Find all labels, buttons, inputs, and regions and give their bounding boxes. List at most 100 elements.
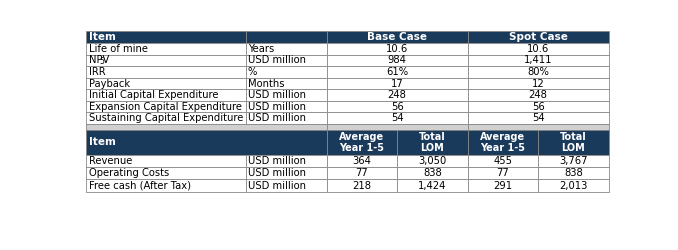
Bar: [327, 89, 468, 101]
Bar: [327, 112, 468, 124]
Text: 2,013: 2,013: [559, 180, 588, 190]
Bar: [468, 31, 609, 43]
Text: 77: 77: [355, 168, 368, 178]
Text: USD million: USD million: [248, 90, 306, 100]
Text: Free cash (After Tax): Free cash (After Tax): [89, 180, 191, 190]
Text: 56: 56: [532, 102, 544, 112]
Bar: [468, 66, 609, 78]
Bar: [468, 180, 538, 192]
Bar: [86, 167, 245, 179]
Bar: [86, 130, 327, 155]
Text: Revenue: Revenue: [89, 156, 132, 166]
Text: 77: 77: [496, 168, 509, 178]
Bar: [538, 167, 609, 179]
Text: 1,424: 1,424: [418, 180, 447, 190]
Text: 10.6: 10.6: [386, 44, 408, 54]
Text: Life of mine: Life of mine: [89, 44, 148, 54]
Bar: [245, 180, 327, 192]
Text: 54: 54: [532, 113, 544, 123]
Bar: [86, 112, 245, 124]
Text: 5: 5: [100, 57, 104, 66]
Bar: [86, 78, 245, 89]
Bar: [245, 66, 327, 78]
Bar: [468, 43, 609, 55]
Text: USD million: USD million: [248, 168, 306, 178]
Text: Total
LOM: Total LOM: [560, 132, 586, 153]
Text: 838: 838: [423, 168, 442, 178]
Bar: [327, 167, 397, 179]
Bar: [245, 89, 327, 101]
Bar: [327, 180, 397, 192]
Bar: [468, 55, 609, 66]
Bar: [245, 43, 327, 55]
Text: 248: 248: [529, 90, 548, 100]
Bar: [397, 167, 468, 179]
Bar: [397, 180, 468, 192]
Bar: [86, 43, 245, 55]
Text: 838: 838: [564, 168, 583, 178]
Text: 984: 984: [388, 56, 407, 66]
Text: Item: Item: [89, 138, 115, 147]
Bar: [468, 78, 609, 89]
Bar: [327, 43, 468, 55]
Bar: [86, 89, 245, 101]
Bar: [327, 124, 468, 130]
Text: 56: 56: [391, 102, 403, 112]
Bar: [327, 78, 468, 89]
Text: 364: 364: [353, 156, 372, 166]
Text: Months: Months: [248, 78, 285, 88]
Text: 17: 17: [391, 78, 403, 88]
Bar: [86, 55, 245, 66]
Bar: [86, 31, 245, 43]
Text: USD million: USD million: [248, 156, 306, 166]
Text: Total
LOM: Total LOM: [419, 132, 445, 153]
Text: 248: 248: [388, 90, 407, 100]
Bar: [245, 78, 327, 89]
Bar: [245, 55, 327, 66]
Text: 218: 218: [353, 180, 372, 190]
Bar: [327, 155, 397, 167]
Bar: [397, 130, 468, 155]
Bar: [468, 112, 609, 124]
Text: Sustaining Capital Expenditure: Sustaining Capital Expenditure: [89, 113, 243, 123]
Bar: [327, 55, 468, 66]
Bar: [327, 66, 468, 78]
Bar: [468, 124, 609, 130]
Text: Expansion Capital Expenditure: Expansion Capital Expenditure: [89, 102, 241, 112]
Text: IRR: IRR: [89, 67, 105, 77]
Bar: [86, 124, 327, 130]
Bar: [245, 112, 327, 124]
Text: Operating Costs: Operating Costs: [89, 168, 169, 178]
Text: 12: 12: [532, 78, 544, 88]
Bar: [327, 31, 468, 43]
Text: USD million: USD million: [248, 113, 306, 123]
Bar: [538, 155, 609, 167]
Bar: [327, 130, 397, 155]
Text: Base Case: Base Case: [367, 32, 427, 42]
Bar: [245, 31, 327, 43]
Text: 80%: 80%: [527, 67, 549, 77]
Text: USD million: USD million: [248, 180, 306, 190]
Bar: [468, 167, 538, 179]
Bar: [86, 155, 245, 167]
Bar: [468, 155, 538, 167]
Text: Spot Case: Spot Case: [508, 32, 567, 42]
Bar: [538, 130, 609, 155]
Text: 61%: 61%: [386, 67, 408, 77]
Text: Item: Item: [89, 32, 115, 42]
Text: 1,411: 1,411: [524, 56, 553, 66]
Bar: [538, 180, 609, 192]
Bar: [245, 155, 327, 167]
Text: 455: 455: [494, 156, 513, 166]
Bar: [245, 167, 327, 179]
Bar: [245, 101, 327, 112]
Bar: [468, 89, 609, 101]
Bar: [86, 101, 245, 112]
Text: 3,050: 3,050: [418, 156, 447, 166]
Bar: [468, 130, 538, 155]
Text: 54: 54: [391, 113, 403, 123]
Bar: [327, 101, 468, 112]
Text: Years: Years: [248, 44, 274, 54]
Bar: [397, 155, 468, 167]
Text: Initial Capital Expenditure: Initial Capital Expenditure: [89, 90, 218, 100]
